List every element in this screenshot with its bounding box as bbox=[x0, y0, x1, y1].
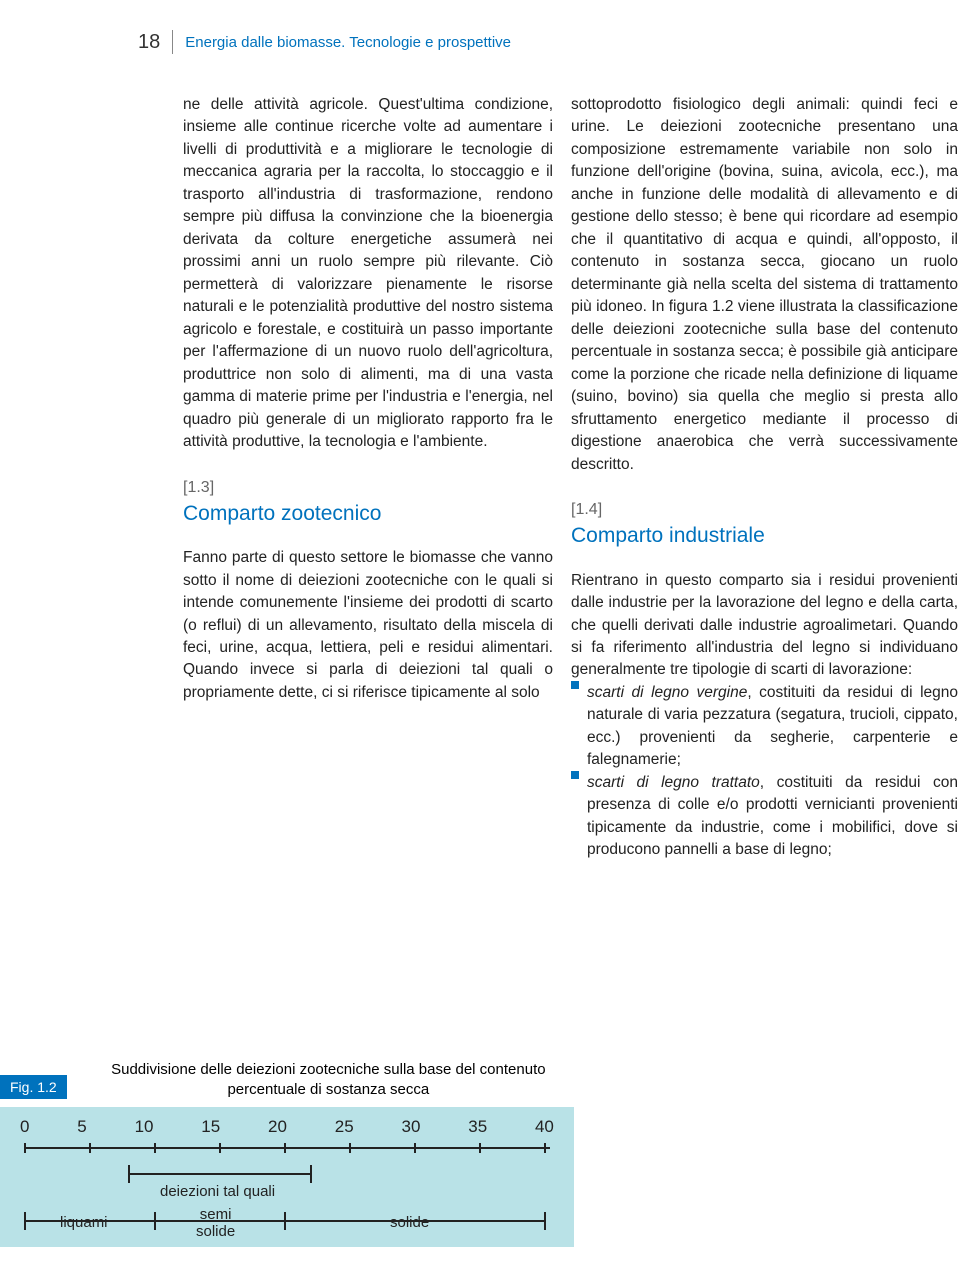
list-item: scarti di legno vergine, costituiti da r… bbox=[571, 682, 958, 772]
range-label: semi solide bbox=[196, 1207, 235, 1240]
axis-tick-label: 15 bbox=[201, 1117, 220, 1137]
list-item-emph: scarti di legno trattato bbox=[587, 774, 760, 791]
figure-label: Fig. 1.2 bbox=[0, 1075, 67, 1099]
left-column: ne delle attività agricole. Quest'ultima… bbox=[183, 94, 553, 862]
body-paragraph: sottoprodotto fisiologico degli animali:… bbox=[571, 94, 958, 476]
range-cap bbox=[544, 1212, 546, 1230]
axis-tick bbox=[154, 1143, 156, 1153]
range-cap bbox=[310, 1165, 312, 1183]
axis-tick bbox=[284, 1143, 286, 1153]
figure-diagram: 0 5 10 15 20 25 30 35 40 bbox=[0, 1107, 574, 1247]
axis-tick-label: 20 bbox=[268, 1117, 287, 1137]
square-bullet-icon bbox=[571, 681, 579, 689]
header-title: Energia dalle biomasse. Tecnologie e pro… bbox=[185, 34, 511, 51]
list-item-emph: scarti di legno vergine bbox=[587, 684, 747, 701]
section-number: [1.3] bbox=[183, 476, 553, 499]
body-paragraph: Fanno parte di questo settore le biomass… bbox=[183, 547, 553, 704]
square-bullet-icon bbox=[571, 771, 579, 779]
section-title: Comparto industriale bbox=[571, 521, 958, 551]
figure-caption: Suddivisione delle deiezioni zootecniche… bbox=[83, 1060, 574, 1099]
page-number: 18 bbox=[138, 31, 160, 54]
axis-tick bbox=[479, 1143, 481, 1153]
range-label: liquami bbox=[60, 1214, 108, 1231]
axis-tick-label: 0 bbox=[20, 1117, 29, 1137]
list-item-text: scarti di legno trattato, costituiti da … bbox=[587, 772, 958, 862]
list-item: scarti di legno trattato, costituiti da … bbox=[571, 772, 958, 862]
axis-tick bbox=[89, 1143, 91, 1153]
axis-numbers: 0 5 10 15 20 25 30 35 40 bbox=[0, 1117, 574, 1137]
figure-block: Fig. 1.2 Suddivisione delle deiezioni zo… bbox=[0, 1060, 574, 1247]
axis-tick bbox=[414, 1143, 416, 1153]
header-divider bbox=[172, 30, 173, 54]
page-header: 18 Energia dalle biomasse. Tecnologie e … bbox=[138, 30, 960, 54]
axis-tick-label: 10 bbox=[135, 1117, 154, 1137]
axis-tick-label: 40 bbox=[535, 1117, 554, 1137]
axis-tick bbox=[219, 1143, 221, 1153]
axis-tick-label: 25 bbox=[335, 1117, 354, 1137]
axis-line bbox=[24, 1147, 550, 1149]
range-bar bbox=[128, 1173, 310, 1175]
section-number: [1.4] bbox=[571, 498, 958, 521]
section-title: Comparto zootecnico bbox=[183, 499, 553, 529]
two-column-body: ne delle attività agricole. Quest'ultima… bbox=[183, 94, 960, 862]
right-column: sottoprodotto fisiologico degli animali:… bbox=[571, 94, 958, 862]
axis-tick-label: 35 bbox=[468, 1117, 487, 1137]
axis-tick-label: 30 bbox=[402, 1117, 421, 1137]
axis-tick bbox=[544, 1143, 546, 1153]
range-label: solide bbox=[390, 1214, 429, 1231]
axis-tick bbox=[24, 1143, 26, 1153]
body-paragraph: ne delle attività agricole. Quest'ultima… bbox=[183, 94, 553, 454]
body-paragraph: Rientrano in questo comparto sia i resid… bbox=[571, 570, 958, 682]
list-item-text: scarti di legno vergine, costituiti da r… bbox=[587, 682, 958, 772]
axis-tick bbox=[349, 1143, 351, 1153]
range-label: deiezioni tal quali bbox=[160, 1183, 275, 1200]
axis-tick-label: 5 bbox=[77, 1117, 86, 1137]
figure-caption-row: Fig. 1.2 Suddivisione delle deiezioni zo… bbox=[0, 1060, 574, 1099]
